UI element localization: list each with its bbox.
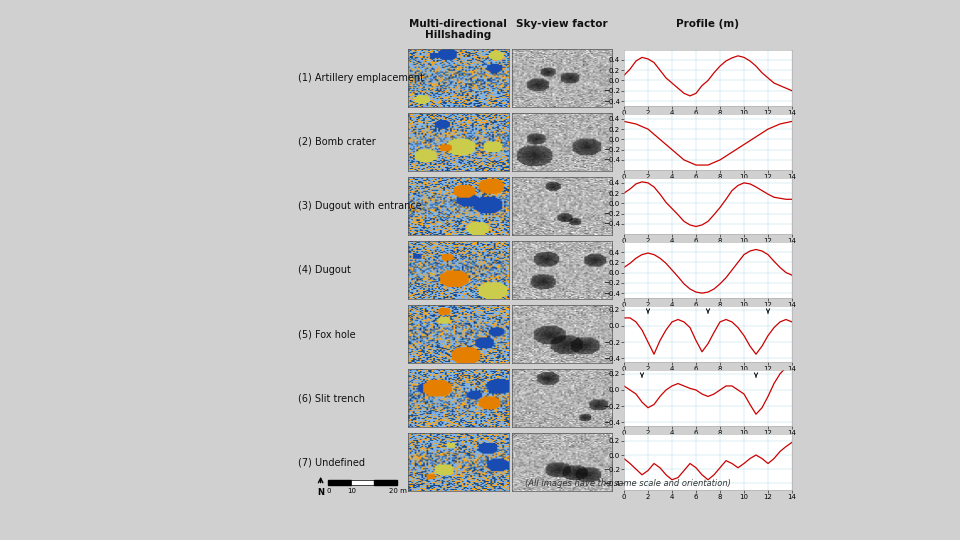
Text: (2) Bomb crater: (2) Bomb crater <box>298 137 375 147</box>
Text: (6) Slit trench: (6) Slit trench <box>298 393 365 403</box>
Text: (3) Dugout with entrance: (3) Dugout with entrance <box>298 201 421 211</box>
Text: (1) Artillery emplacement: (1) Artillery emplacement <box>298 73 423 83</box>
Text: 10: 10 <box>347 488 356 494</box>
Text: (All images have the same scale and orientation): (All images have the same scale and orie… <box>525 478 731 488</box>
Text: 20 m: 20 m <box>389 488 406 494</box>
Text: (5) Fox hole: (5) Fox hole <box>298 329 355 339</box>
Text: Profile (m): Profile (m) <box>677 19 739 29</box>
Text: (4) Dugout: (4) Dugout <box>298 265 350 275</box>
Text: 0: 0 <box>326 488 330 494</box>
Text: Multi-directional
Hillshading: Multi-directional Hillshading <box>410 19 507 40</box>
Text: N: N <box>317 488 324 497</box>
Bar <box>328 480 351 485</box>
Text: (7) Undefined: (7) Undefined <box>298 457 365 467</box>
Text: Sky-view factor: Sky-view factor <box>516 19 608 29</box>
Bar <box>351 480 374 485</box>
Bar <box>374 480 397 485</box>
